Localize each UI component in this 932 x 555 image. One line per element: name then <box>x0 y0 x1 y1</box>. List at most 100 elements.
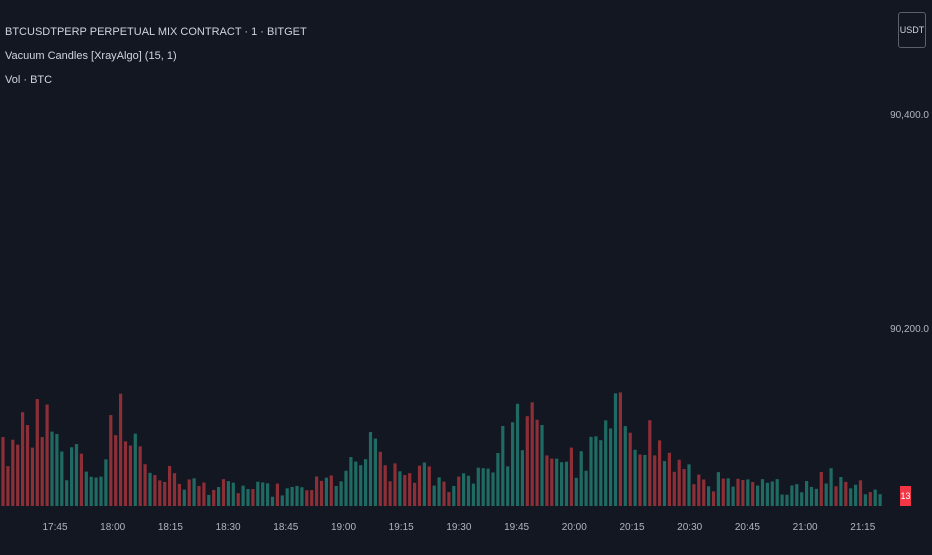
volume-bar <box>236 493 240 506</box>
volume-bar <box>692 484 696 506</box>
volume-bar <box>35 399 39 506</box>
volume-bar <box>452 485 456 506</box>
volume-bar <box>746 479 750 506</box>
volume-bar <box>462 473 466 506</box>
x-axis-tick-label: 19:45 <box>504 522 529 533</box>
legend-indicator[interactable]: Vacuum Candles [XrayAlgo] (15, 1) <box>5 50 177 62</box>
volume-bar <box>114 435 118 506</box>
volume-bar <box>153 475 157 506</box>
volume-bar <box>476 467 480 506</box>
volume-bar <box>11 439 15 506</box>
volume-bar <box>604 420 608 506</box>
volume-bar <box>824 483 828 506</box>
volume-bar <box>182 489 186 506</box>
volume-bar <box>104 459 108 506</box>
volume-bar <box>168 465 172 506</box>
volume-bar <box>702 479 706 506</box>
volume-bar <box>275 483 279 506</box>
x-axis-tick-label: 18:00 <box>100 522 125 533</box>
volume-bar <box>795 484 799 506</box>
volume-bar <box>138 446 142 506</box>
legend-volume[interactable]: Vol · BTC <box>5 74 53 86</box>
volume-bar <box>584 470 588 506</box>
volume-bar <box>16 444 20 506</box>
volume-bar <box>432 485 436 506</box>
volume-bar <box>716 472 720 506</box>
y-axis-tick-label: 90,400.0 <box>890 110 929 121</box>
volume-bar <box>310 490 314 506</box>
volume-bar <box>212 489 216 506</box>
volume-bar <box>329 475 333 506</box>
volume-bar <box>496 452 500 506</box>
volume-bar <box>858 480 863 506</box>
volume-bar <box>726 478 730 506</box>
volume-bar <box>525 416 529 506</box>
currency-button[interactable]: USDT <box>898 12 926 48</box>
volume-bar <box>246 489 250 506</box>
volume-bar <box>697 474 701 506</box>
volume-bar <box>481 468 485 506</box>
volume-bar <box>427 466 431 506</box>
volume-bar <box>319 480 324 506</box>
volume-bar <box>388 481 392 506</box>
volume-bar <box>809 486 814 506</box>
volume-bar <box>780 494 784 506</box>
volume-bar <box>84 471 88 506</box>
volume-bar <box>315 476 319 506</box>
volume-bar <box>79 453 83 506</box>
volume-bar <box>21 412 25 506</box>
volume-bar <box>535 419 539 506</box>
volume-bar <box>393 463 397 506</box>
volume-bar <box>344 470 348 506</box>
volume-bar <box>814 488 818 506</box>
volume-bar <box>403 475 407 506</box>
volume-bar <box>266 483 270 506</box>
volume-bar <box>829 468 833 506</box>
volume-bar <box>677 459 681 506</box>
volume-bar <box>197 486 201 506</box>
volume-bar <box>74 444 79 506</box>
volume-bar <box>89 476 93 506</box>
volume-bar <box>50 431 54 506</box>
volume-bar <box>555 458 559 506</box>
volume-bar <box>672 471 676 506</box>
volume-bar <box>751 481 755 506</box>
volume-bar <box>623 426 627 506</box>
volume-bar <box>280 495 284 506</box>
volume-bar <box>775 479 779 506</box>
volume-bar <box>300 487 304 506</box>
x-axis-tick-label: 18:45 <box>273 522 298 533</box>
volume-bar <box>373 438 377 506</box>
volume-value-badge: 13 <box>900 486 911 506</box>
volume-bar <box>295 485 299 506</box>
volume-bar <box>594 436 598 506</box>
volume-bar <box>256 481 260 506</box>
legend-symbol[interactable]: BTCUSDTPERP PERPETUAL MIX CONTRACT · 1 ·… <box>5 26 307 38</box>
volume-bar <box>530 402 534 506</box>
volume-bar <box>736 478 740 506</box>
chart-legend: BTCUSDTPERP PERPETUAL MIX CONTRACT · 1 ·… <box>5 20 307 92</box>
volume-bar <box>790 485 794 506</box>
x-axis-tick-label: 20:00 <box>562 522 587 533</box>
volume-bar <box>408 473 412 506</box>
volume-bar <box>65 480 69 506</box>
x-axis-tick-label: 17:45 <box>42 522 67 533</box>
volume-bar <box>94 477 98 506</box>
volume-bar <box>148 472 152 506</box>
x-axis-tick-label: 20:45 <box>735 522 760 533</box>
x-axis-tick-label: 21:00 <box>793 522 818 533</box>
volume-bar <box>560 462 564 506</box>
volume-bar <box>834 486 838 506</box>
volume-bar <box>613 393 618 506</box>
volume-bar <box>511 422 515 506</box>
volume-bar <box>819 471 823 506</box>
volume-bar <box>457 476 461 506</box>
volume-bar <box>849 488 853 506</box>
volume-bar <box>241 485 245 506</box>
volume-bar <box>339 481 343 506</box>
volume-bar <box>231 482 235 506</box>
volume-bar <box>589 436 593 506</box>
volume-bar <box>177 483 181 506</box>
volume-bar <box>466 475 471 506</box>
